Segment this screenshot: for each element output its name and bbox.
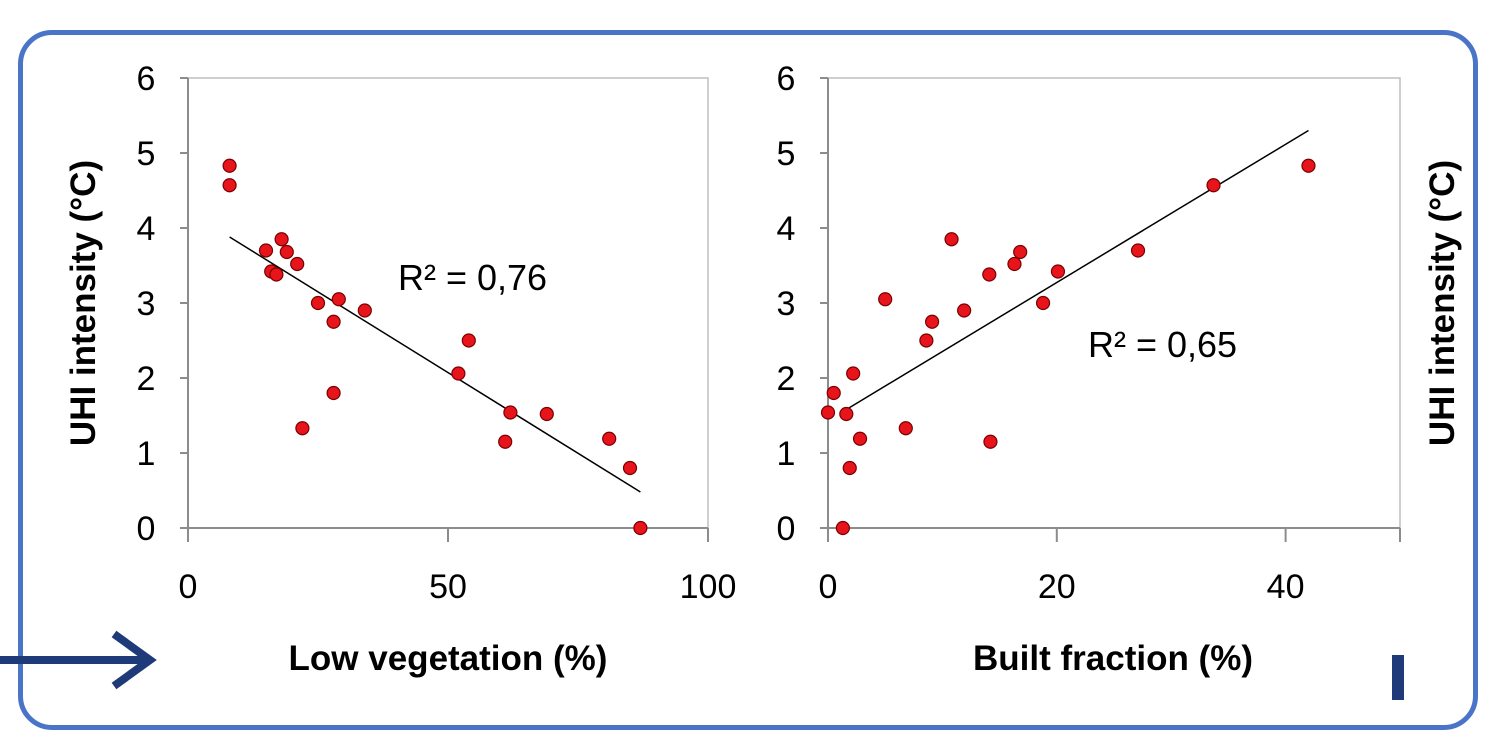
data-point — [622, 460, 638, 476]
data-point — [982, 267, 997, 282]
scatter-charts: UHI intensity (°C) Low vegetation (%) R²… — [0, 60, 1462, 700]
data-point — [826, 385, 841, 401]
figure-frame — [18, 30, 1478, 730]
data-point — [878, 292, 893, 307]
data-point — [1035, 295, 1051, 311]
data-point — [1050, 264, 1066, 279]
y-tick-label: 0 — [137, 510, 156, 548]
data-point — [539, 406, 554, 422]
y-tick-label: 2 — [137, 360, 156, 398]
plot-area-1 — [827, 77, 1401, 529]
r-squared-annotation-left: R² = 0,76 — [398, 257, 547, 298]
chart-low-vegetation: UHI intensity (°C) Low vegetation (%) R²… — [64, 60, 736, 678]
y-tick-label: 5 — [777, 135, 796, 173]
x-tick-label: 0 — [819, 568, 838, 606]
vertical-bar-icon — [1392, 655, 1404, 700]
data-point — [326, 314, 341, 329]
data-point — [503, 405, 518, 420]
data-point — [925, 314, 940, 329]
x-tick-label: 50 — [429, 568, 467, 606]
y-tick-label: 6 — [777, 60, 796, 98]
plot-area-0 — [187, 77, 709, 529]
r-squared-annotation-right: R² = 0,65 — [1088, 324, 1237, 365]
data-point — [310, 295, 326, 311]
data-point — [269, 267, 284, 282]
data-point — [944, 232, 959, 247]
data-point — [839, 406, 854, 422]
data-point — [461, 333, 476, 348]
data-point — [357, 303, 372, 318]
data-point — [451, 366, 466, 381]
trendline-1 — [844, 129, 1309, 411]
data-point — [842, 460, 857, 476]
y-tick-label: 6 — [137, 60, 156, 98]
data-point — [326, 385, 341, 401]
data-point — [290, 256, 305, 272]
data-point — [1301, 158, 1316, 173]
arrow-right-icon — [0, 630, 157, 690]
y-axis-title-right: UHI intensity (°C) — [1423, 160, 1462, 446]
data-point — [295, 421, 310, 436]
data-point — [919, 333, 934, 348]
data-point — [274, 232, 289, 247]
data-point — [222, 158, 237, 173]
data-point — [222, 178, 237, 193]
y-tick-label: 1 — [777, 435, 796, 473]
data-point — [983, 434, 998, 449]
data-point — [846, 366, 861, 381]
y-tick-label: 1 — [137, 435, 156, 473]
data-point — [957, 303, 972, 318]
x-tick-label: 0 — [179, 568, 198, 606]
y-tick-label: 3 — [137, 285, 156, 323]
x-axis-title-built-fraction: Built fraction (%) — [973, 639, 1253, 678]
data-point — [258, 243, 274, 258]
data-point — [1206, 178, 1221, 193]
chart-built-fraction: UHI intensity (°C) Built fraction (%) R²… — [777, 60, 1462, 678]
x-tick-label: 40 — [1267, 568, 1305, 606]
data-point — [1130, 243, 1146, 258]
data-point — [602, 431, 617, 446]
data-point — [279, 244, 294, 260]
x-tick-label: 20 — [1038, 568, 1076, 606]
data-point — [820, 405, 836, 420]
x-axis-title-low-vegetation: Low vegetation (%) — [289, 639, 608, 678]
data-point — [835, 520, 850, 536]
trendline-0 — [229, 236, 641, 493]
data-point — [898, 421, 913, 436]
x-tick-label: 100 — [680, 568, 737, 606]
y-tick-label: 3 — [777, 285, 796, 323]
y-tick-label: 5 — [137, 135, 156, 173]
data-point — [331, 292, 346, 307]
y-tick-label: 2 — [777, 360, 796, 398]
data-point — [852, 431, 868, 446]
data-point — [633, 520, 648, 536]
y-axis-title-left: UHI intensity (°C) — [64, 160, 103, 446]
data-point — [498, 434, 513, 449]
y-tick-label: 4 — [137, 210, 156, 248]
data-point — [1007, 256, 1022, 272]
data-point — [1013, 244, 1028, 260]
y-tick-label: 0 — [777, 510, 796, 548]
y-tick-label: 4 — [777, 210, 796, 248]
